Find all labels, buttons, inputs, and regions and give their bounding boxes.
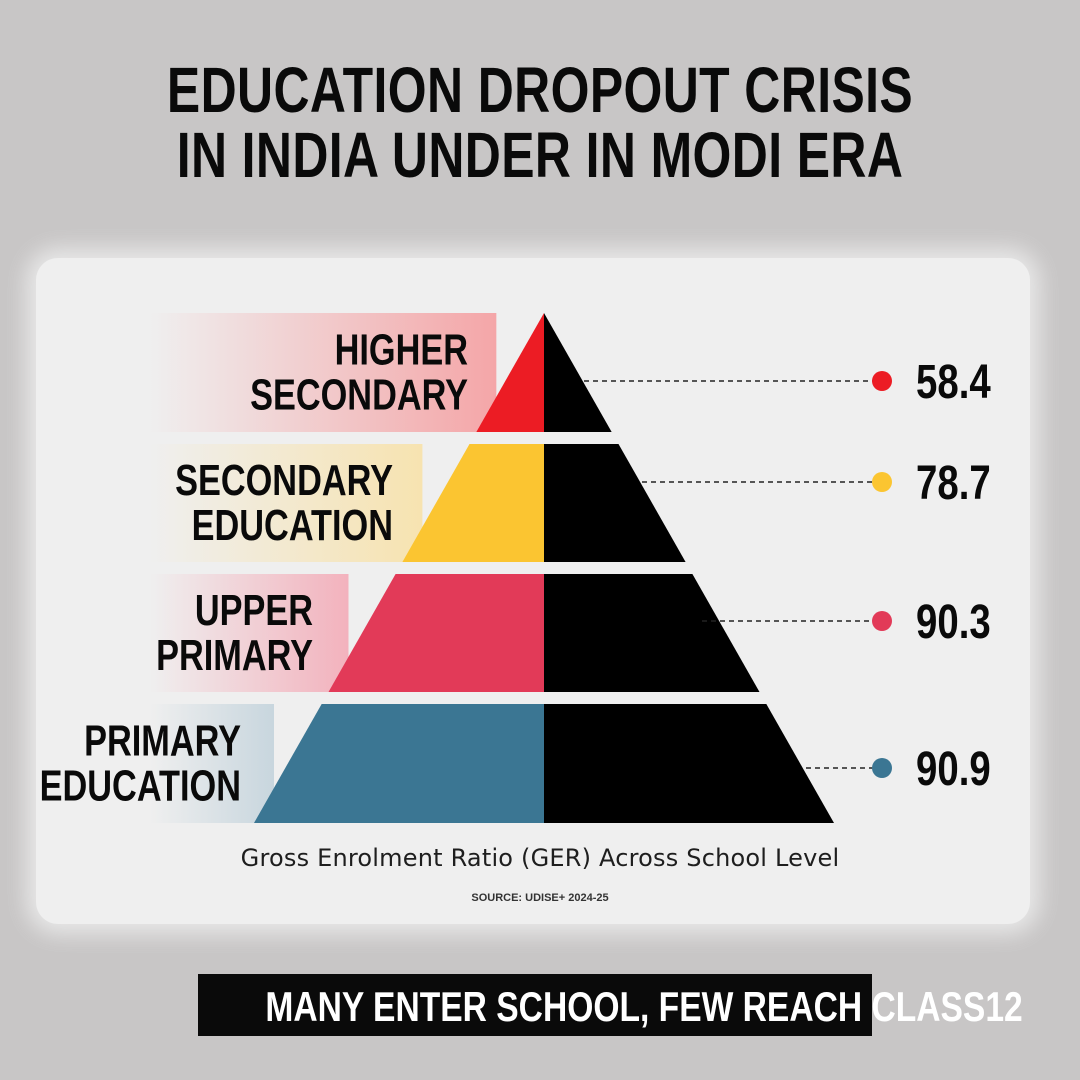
chart-title: EDUCATION DROPOUT CRISIS IN INDIA UNDER … <box>119 54 961 192</box>
source-note: SOURCE: UDISE+ 2024-25 <box>471 892 609 904</box>
x-axis-label: Gross Enrolment Ratio (GER) Across Schoo… <box>240 844 840 872</box>
tier-label-band <box>150 574 349 692</box>
footer-banner-text: MANY ENTER SCHOOL, FEW REACH CLASS12 <box>265 983 1023 1030</box>
tier-label-1: HIGHER SECONDARY <box>250 325 468 419</box>
tier-segment-4 <box>254 704 544 823</box>
value-dot-2 <box>872 472 892 492</box>
tier-label-band <box>150 313 497 432</box>
tier-shadow-2 <box>544 444 686 562</box>
tier-segment-1 <box>476 313 544 432</box>
tier-label-3: UPPER PRIMARY <box>156 586 313 680</box>
value-label-3: 90.3 <box>916 596 991 649</box>
tier-label-band <box>150 444 423 562</box>
tier-segment-2 <box>402 444 544 562</box>
title-line-1: EDUCATION DROPOUT CRISIS <box>166 54 914 126</box>
value-dot-4 <box>872 758 892 778</box>
tier-shadow-4 <box>544 704 834 823</box>
value-label-2: 78.7 <box>916 457 991 510</box>
title-line-2: IN INDIA UNDER IN MODI ERA <box>176 119 904 192</box>
tier-label-band <box>150 704 274 823</box>
value-dot-1 <box>872 371 892 391</box>
value-label-1: 58.4 <box>916 356 991 409</box>
tier-shadow-1 <box>544 313 612 432</box>
tier-segment-3 <box>328 574 544 692</box>
tier-label-2: SECONDARY EDUCATION <box>175 456 393 550</box>
tier-label-4: PRIMARY EDUCATION <box>40 716 241 810</box>
value-dot-3 <box>872 611 892 631</box>
value-label-4: 90.9 <box>916 743 991 796</box>
tier-shadow-3 <box>544 574 760 692</box>
footer-banner: MANY ENTER SCHOOL, FEW REACH CLASS12 <box>198 974 1023 1036</box>
